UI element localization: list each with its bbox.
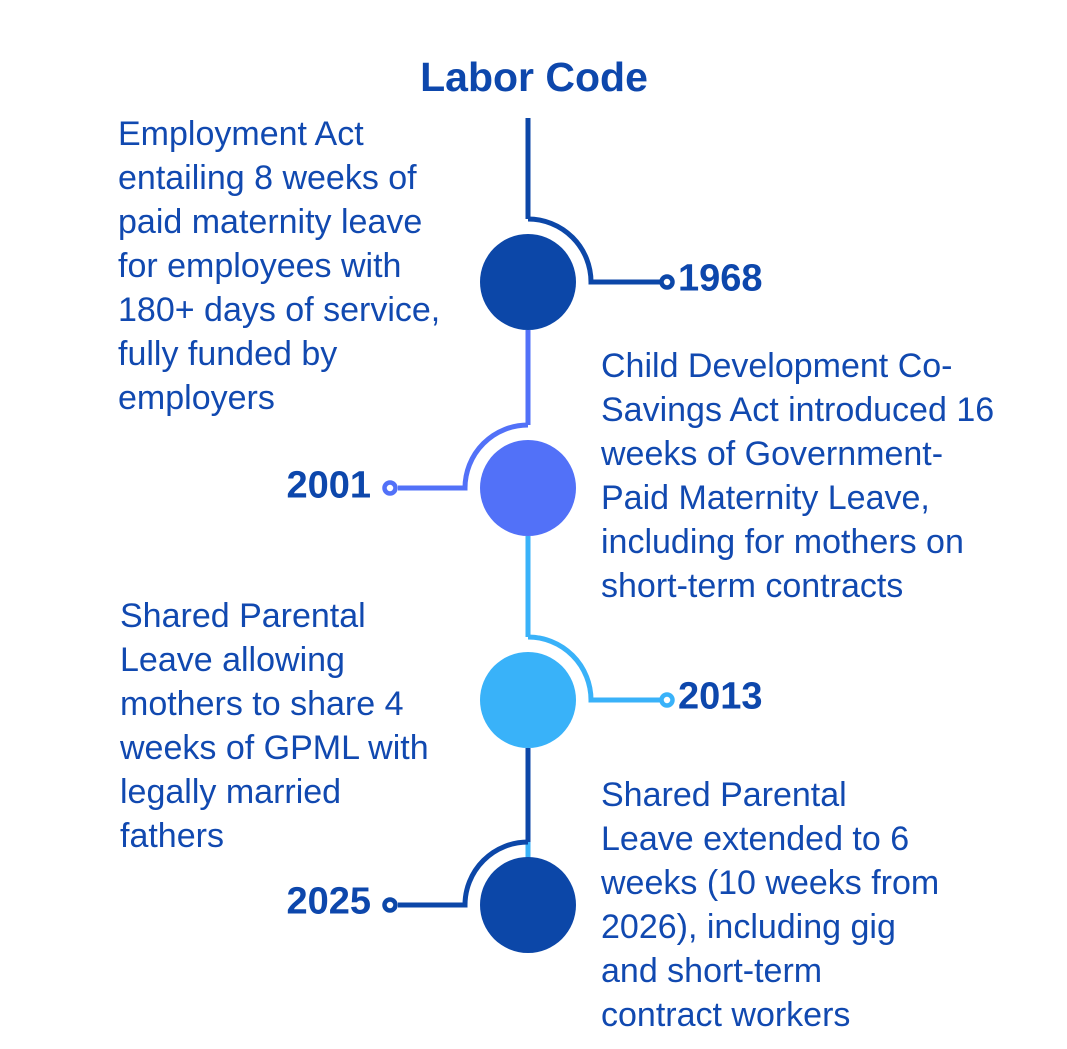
milestone-description-1968: Employment Act entailing 8 weeks of paid… — [118, 115, 441, 417]
milestone-description-2025: Shared Parental Leave extended to 6 week… — [601, 776, 940, 1034]
milestone-description-2001: Child Development Co- Savings Act introd… — [601, 347, 995, 605]
timeline-title: Labor Code — [420, 54, 648, 100]
connector-arc-2013 — [527, 634, 660, 703]
connector-arc-2001 — [398, 422, 529, 491]
timeline-node-2001 — [480, 440, 576, 536]
year-ring-marker-2013 — [659, 692, 675, 708]
timeline-node-1968 — [480, 234, 576, 330]
milestone-description-2013: Shared Parental Leave allowing mothers t… — [120, 597, 429, 855]
year-ring-marker-1968 — [659, 274, 675, 290]
year-label-1968: 1968 — [678, 257, 763, 300]
connector-arc-1968 — [527, 216, 660, 285]
timeline-node-2013 — [480, 652, 576, 748]
year-ring-marker-2025 — [382, 897, 398, 913]
year-label-2013: 2013 — [678, 675, 763, 718]
year-label-2025: 2025 — [286, 880, 371, 923]
year-label-2001: 2001 — [286, 464, 371, 507]
timeline-node-2025 — [480, 857, 576, 953]
connector-arc-2025 — [398, 839, 529, 908]
year-ring-marker-2001 — [382, 480, 398, 496]
